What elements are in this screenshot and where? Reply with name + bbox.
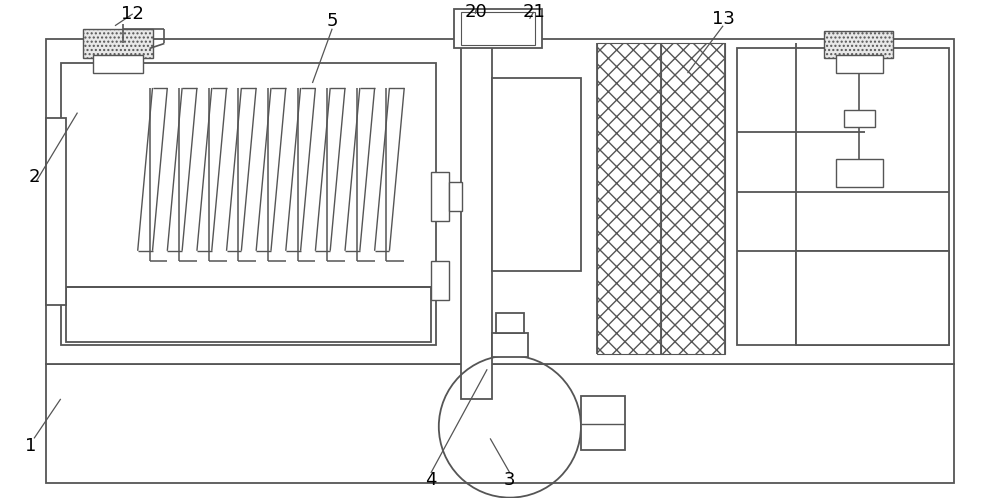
Bar — [737, 48, 949, 345]
Bar — [597, 43, 661, 354]
Bar — [796, 251, 949, 345]
Bar — [66, 287, 431, 342]
Text: 21: 21 — [522, 3, 545, 21]
Bar — [46, 38, 954, 364]
Text: 1: 1 — [25, 437, 37, 455]
Bar — [431, 172, 449, 221]
Bar — [61, 63, 436, 345]
Bar — [93, 55, 143, 73]
Bar — [836, 159, 883, 187]
Bar — [461, 12, 535, 45]
Text: 20: 20 — [465, 3, 488, 21]
Bar — [496, 313, 524, 333]
Bar — [844, 110, 875, 127]
Bar — [492, 78, 581, 270]
Bar — [661, 43, 725, 354]
Bar — [449, 182, 462, 211]
Text: 5: 5 — [326, 12, 338, 30]
Bar — [461, 43, 492, 399]
Bar — [431, 260, 449, 300]
Bar — [454, 9, 542, 48]
Text: 12: 12 — [121, 5, 144, 23]
Text: 13: 13 — [712, 10, 735, 28]
Bar — [83, 28, 153, 58]
Bar — [46, 118, 66, 305]
Text: 3: 3 — [504, 471, 516, 489]
Bar — [46, 364, 954, 483]
Bar — [492, 333, 528, 357]
Bar — [581, 396, 625, 450]
Bar — [824, 30, 893, 58]
Text: 4: 4 — [425, 471, 437, 489]
Text: 2: 2 — [28, 168, 40, 186]
Bar — [836, 55, 883, 73]
